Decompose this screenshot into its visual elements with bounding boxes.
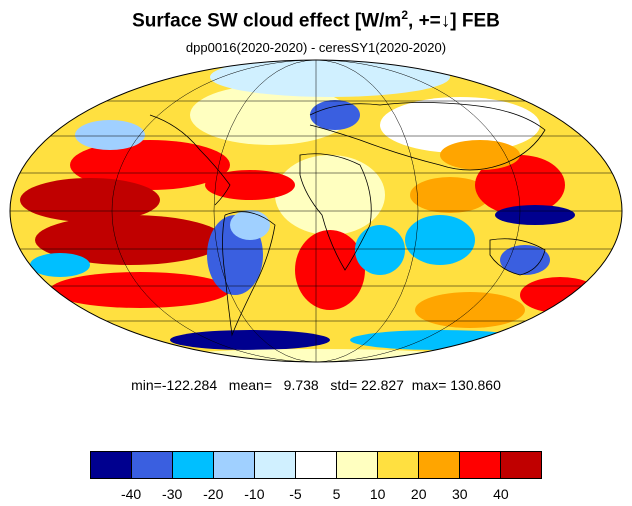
colorbar-label: -5 (289, 486, 302, 502)
tropical-pacific-positive (35, 215, 225, 265)
colorbar-box-3 (213, 451, 254, 479)
southern-ocean-negative (170, 330, 330, 350)
southern-africa-negative (355, 225, 405, 275)
south-west-pacific-positive (520, 277, 600, 313)
colorbar-labels: -40 -30 -20 -10 -5 5 10 20 30 40 (90, 486, 542, 504)
asia-pale (380, 97, 540, 153)
colorbar-label: -20 (203, 486, 224, 502)
colorbar-box-10 (500, 451, 542, 479)
north-pacific-positive (70, 140, 230, 190)
coastlines (149, 102, 546, 337)
colorbar-box-6 (336, 451, 377, 479)
colorbar-label: 20 (410, 486, 427, 502)
colorbar-label: 10 (369, 486, 386, 502)
maritime-continent-negative (495, 205, 575, 225)
indian-ocean-negative (405, 215, 475, 265)
plot-title: Surface SW cloud effect [W/m2, +=↓] FEB (132, 8, 500, 32)
map-border (9, 59, 623, 363)
colorbar-box-7 (377, 451, 418, 479)
mollweide-map (9, 59, 623, 363)
colorbar-label: 30 (452, 486, 468, 502)
colorbar-box-8 (418, 451, 459, 479)
arctic-pale (210, 60, 450, 97)
stats-line: min=-122.284 mean= 9.738 std= 22.827 max… (131, 377, 501, 393)
colorbar-label: -40 (120, 486, 142, 502)
east-asia-positive (440, 140, 520, 170)
southern-ocean-light (350, 330, 530, 350)
north-atlantic-positive (205, 170, 295, 200)
west-pacific-positive (475, 155, 565, 215)
colorbar-box-5 (295, 451, 336, 479)
colorbar-label: -30 (162, 486, 183, 502)
colorbar-box-0 (90, 451, 131, 479)
arabian-positive (410, 177, 490, 213)
colorbar (90, 451, 542, 479)
australia-negative (500, 245, 550, 275)
plot-subtitle: dpp0016(2020-2020) - ceresSY1(2020-2020) (185, 40, 447, 55)
north-pacific-light (75, 120, 145, 150)
colorbar-box-9 (459, 451, 500, 479)
colorbar-box-2 (172, 451, 213, 479)
colorbar-label: 40 (493, 486, 509, 502)
south-pacific-positive (50, 272, 230, 308)
map-field (10, 60, 622, 362)
colorbar-label: 5 (332, 486, 341, 502)
europe-negative (310, 100, 360, 130)
south-america-light (230, 210, 270, 240)
colorbar-label: -10 (244, 486, 265, 502)
africa-pale (275, 155, 385, 235)
south-atlantic-positive (295, 230, 365, 310)
central-pacific-negative (30, 253, 90, 277)
colorbar-box-1 (131, 451, 172, 479)
colorbar-box-4 (254, 451, 295, 479)
